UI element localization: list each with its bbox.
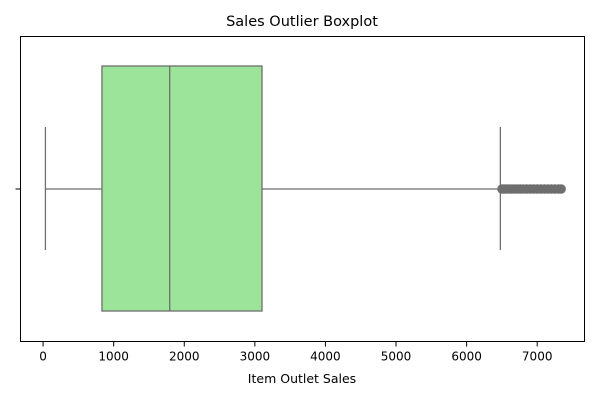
x-axis-ticks: 0 1000 2000 3000 4000 5000 6000 7000 [39,341,553,364]
x-tick-label: 2000 [169,350,200,364]
x-tick-label: 0 [39,350,47,364]
iqr-box [101,65,263,312]
x-tick-label: 4000 [310,350,341,364]
chart-title: Sales Outlier Boxplot [226,14,378,30]
outlier-point [556,184,566,194]
boxplot-group [44,65,566,312]
x-axis-label: Item Outlet Sales [248,371,356,386]
x-tick-label: 7000 [522,350,553,364]
x-tick-label: 1000 [98,350,129,364]
x-tick-label: 5000 [381,350,412,364]
x-tick-label: 6000 [451,350,482,364]
x-tick-label: 3000 [240,350,271,364]
